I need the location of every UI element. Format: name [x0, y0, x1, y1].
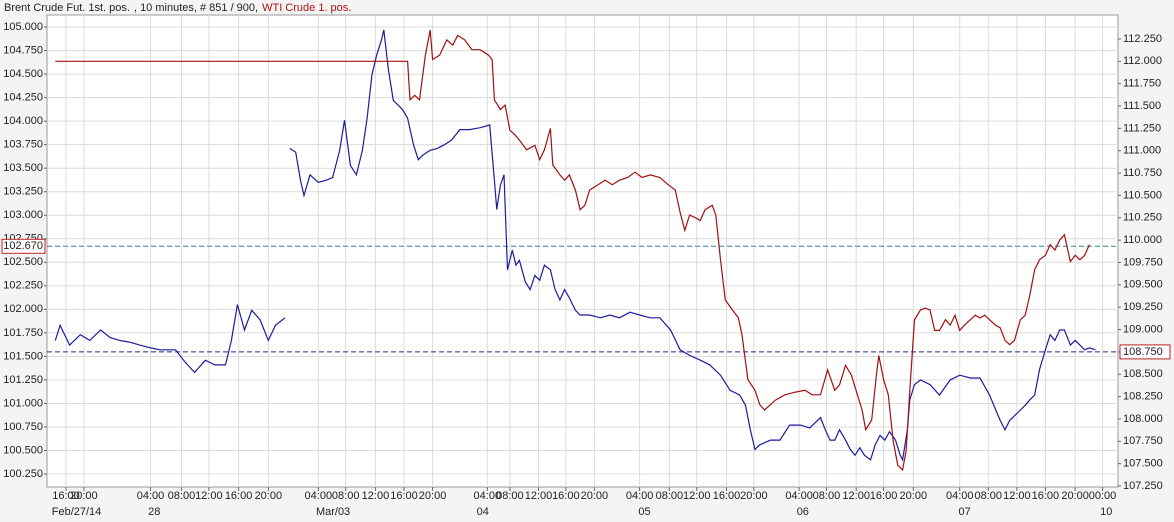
- y2-tick-label: 109.000: [1123, 323, 1163, 335]
- y2-tick-label: 109.750: [1123, 256, 1163, 268]
- y2-tick-label: 107.250: [1123, 480, 1163, 492]
- date-label: 07: [959, 506, 971, 518]
- date-label: 06: [797, 506, 809, 518]
- x-tick-label: 20:00: [1061, 490, 1089, 502]
- y-tick-label: 103.000: [3, 209, 43, 221]
- date-label: 28: [148, 506, 160, 518]
- y-tick-label: 100.500: [3, 444, 43, 456]
- x-tick-label: 08:00: [332, 490, 360, 502]
- series-line: [54, 29, 1096, 462]
- y2-tick-label: 112.250: [1123, 33, 1162, 45]
- y-tick-label: 103.750: [3, 139, 43, 151]
- y-tick-label: 105.000: [3, 21, 43, 33]
- y-tick-label: 104.500: [3, 68, 43, 80]
- y2-tick-label: 107.500: [1123, 458, 1163, 470]
- date-label: 04: [477, 506, 489, 518]
- x-tick-label: 16:00: [225, 490, 253, 502]
- x-tick-label: 08:00: [813, 490, 841, 502]
- y2-tick-label: 107.750: [1123, 435, 1163, 447]
- y-tick-label: 104.250: [3, 92, 43, 104]
- y-tick-label: 100.750: [3, 421, 43, 433]
- y-tick-label: 103.500: [3, 162, 43, 174]
- x-tick-label: 04:00: [137, 490, 165, 502]
- x-tick-label: 16:00: [52, 490, 80, 502]
- x-tick-label: 08:00: [656, 490, 684, 502]
- x-tick-label: 08:00: [975, 490, 1003, 502]
- series-title: Brent Crude Fut. 1st. pos.: [4, 2, 130, 14]
- y-tick-label: 103.250: [3, 186, 43, 198]
- y-tick-label: 102.000: [3, 303, 43, 315]
- x-tick-label: 16:00: [552, 490, 580, 502]
- y-tick-label: 101.000: [3, 397, 43, 409]
- y2-tick-label: 110.500: [1123, 189, 1162, 201]
- y-tick-label: 101.750: [3, 327, 43, 339]
- x-tick-label: 04:00: [785, 490, 813, 502]
- y-tick-label: 104.750: [3, 44, 43, 56]
- y2-tick-label: 109.250: [1123, 301, 1163, 313]
- reference-label: 108.750: [1123, 346, 1163, 358]
- date-label: Mar/03: [316, 506, 350, 518]
- x-tick-label: 20:00: [70, 490, 98, 502]
- y-tick-label: 101.250: [3, 374, 43, 386]
- y2-tick-label: 111.250: [1123, 122, 1161, 134]
- x-tick-label: 04:00: [474, 490, 502, 502]
- date-label: 05: [638, 506, 650, 518]
- series-line: [55, 29, 1090, 472]
- plot-area: [46, 14, 1119, 488]
- x-tick-label: 12:00: [842, 490, 870, 502]
- x-tick-label: 20:00: [581, 490, 609, 502]
- x-tick-label: 16:00: [870, 490, 898, 502]
- x-tick-label: 08:00: [496, 490, 524, 502]
- y-tick-label: 101.500: [3, 350, 43, 362]
- chart-title: , 10 minutes, # 851 / 900,: [134, 2, 258, 14]
- y2-tick-label: 110.250: [1123, 212, 1162, 224]
- y2-tick-label: 111.750: [1123, 78, 1161, 90]
- date-label: 10: [1100, 506, 1112, 518]
- x-tick-label: 12:00: [1003, 490, 1031, 502]
- x-tick-label: 04:00: [626, 490, 654, 502]
- y-tick-label: 102.500: [3, 256, 43, 268]
- x-tick-label: 12:00: [683, 490, 711, 502]
- y2-tick-label: 109.500: [1123, 279, 1163, 291]
- x-tick-label: 20:00: [740, 490, 768, 502]
- date-label: Feb/27/14: [52, 506, 102, 518]
- x-tick-label: 12:00: [195, 490, 223, 502]
- y2-tick-label: 110.000: [1123, 234, 1162, 246]
- y2-tick-label: 111.000: [1123, 145, 1161, 157]
- series-title: WTI Crude 1. pos.: [262, 2, 351, 14]
- x-tick-label: 04:00: [305, 490, 333, 502]
- y2-tick-label: 112.000: [1123, 55, 1162, 67]
- y2-tick-label: 108.000: [1123, 413, 1163, 425]
- reference-label: 102.670: [3, 240, 43, 252]
- x-tick-label: 16:00: [390, 490, 418, 502]
- x-tick-label: 12:00: [362, 490, 390, 502]
- x-tick-label: 20:00: [419, 490, 447, 502]
- y2-tick-label: 108.500: [1123, 368, 1163, 380]
- y2-tick-label: 111.500: [1123, 100, 1161, 112]
- y2-tick-label: 108.250: [1123, 391, 1163, 403]
- x-tick-label: 20:00: [255, 490, 283, 502]
- reference-label-box: [1119, 344, 1171, 360]
- x-tick-label: 12:00: [525, 490, 553, 502]
- y-tick-label: 104.000: [3, 115, 43, 127]
- x-tick-label: 20:00: [900, 490, 928, 502]
- reference-label-box: [1, 238, 46, 254]
- x-tick-label: 00:00: [1089, 490, 1117, 502]
- x-tick-label: 04:00: [946, 490, 974, 502]
- x-tick-label: 08:00: [168, 490, 196, 502]
- y-tick-label: 100.250: [3, 468, 43, 480]
- x-tick-label: 16:00: [1032, 490, 1060, 502]
- x-tick-label: 16:00: [713, 490, 741, 502]
- y2-tick-label: 110.750: [1123, 167, 1162, 179]
- y-tick-label: 102.250: [3, 280, 43, 292]
